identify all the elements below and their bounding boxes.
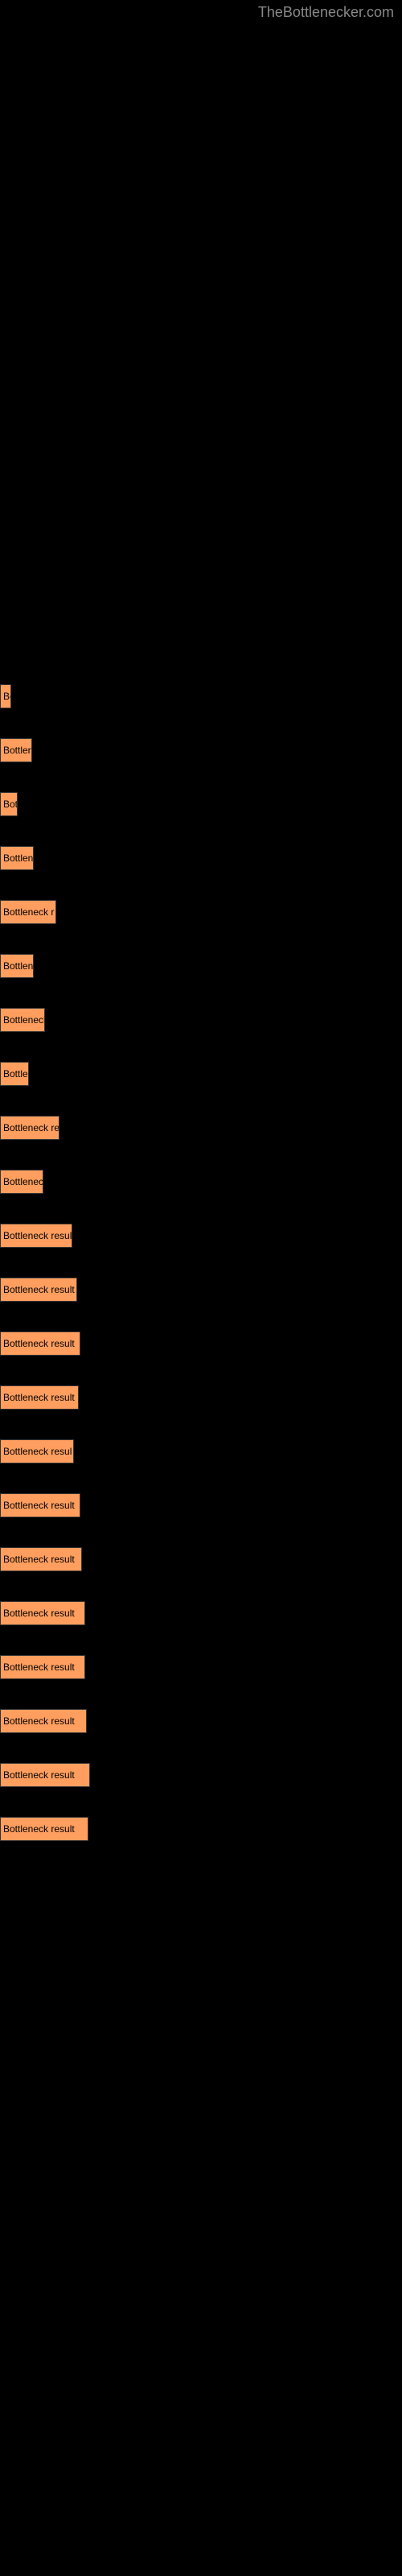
bar-label: Bottlenec [3, 1176, 43, 1187]
bar-label: Bottlen [3, 960, 33, 972]
bar-row: Bottleneck result [0, 1278, 402, 1302]
bar-label: Bot [3, 799, 18, 810]
bar: Bottlen [0, 846, 34, 870]
bar-label: Bottleneck result [3, 1662, 75, 1673]
bar: Bottlen [0, 954, 34, 978]
bar: Bottleneck resul [0, 1224, 72, 1248]
bar-label: Bottleneck result [3, 1554, 75, 1565]
bar: Bottlen [0, 738, 32, 762]
bar-label: Bottleneck result [3, 1392, 75, 1403]
bar-label: Bottleneck result [3, 1338, 75, 1349]
bar: Bottleneck result [0, 1817, 88, 1841]
bar-row: Bottlen [0, 846, 402, 870]
bar-label: Bottleneck result [3, 1715, 75, 1727]
bar-label: Bottlen [3, 852, 33, 864]
bar-row: Bottleneck result [0, 1331, 402, 1356]
bar-label: Bottleneck result [3, 1284, 75, 1295]
bar-label: Bottleneck result [3, 1500, 75, 1511]
bar: Bot [0, 792, 18, 816]
watermark-text: TheBottlenecker.com [258, 4, 394, 21]
bar-chart: Bo Bottlen Bot Bottlen Bottleneck r Bott… [0, 0, 402, 1895]
bar: Bottlenecl [0, 1008, 45, 1032]
bar-row: Bottlen [0, 738, 402, 762]
bar: Bottlenec [0, 1170, 43, 1194]
bar: Bottleneck resul [0, 1439, 74, 1463]
bar-label: Bottleneck r [3, 906, 54, 918]
bar: Bottleneck result [0, 1709, 87, 1733]
bar-row: Bottleneck result [0, 1655, 402, 1679]
bar-label: Bottleneck result [3, 1608, 75, 1619]
bar-label: Bottlen [3, 745, 32, 756]
bar-row: Bottle [0, 1062, 402, 1086]
bar: Bottleneck result [0, 1331, 80, 1356]
bar-row: Bottlen [0, 954, 402, 978]
bar-label: Bottleneck re [3, 1122, 59, 1133]
bar-row: Bottleneck r [0, 900, 402, 924]
bar: Bottleneck result [0, 1385, 79, 1410]
bar-row: Bottleneck result [0, 1817, 402, 1841]
bar-row: Bottleneck resul [0, 1439, 402, 1463]
bar: Bottleneck r [0, 900, 56, 924]
bar-row: Bot [0, 792, 402, 816]
bar: Bottleneck re [0, 1116, 59, 1140]
bar-row: Bottleneck result [0, 1493, 402, 1517]
bar-label: Bottleneck resul [3, 1230, 72, 1241]
bar: Bottleneck result [0, 1601, 85, 1625]
bar: Bo [0, 684, 11, 708]
bar-row: Bottleneck result [0, 1709, 402, 1733]
bar-row: Bo [0, 684, 402, 708]
bar-row: Bottleneck result [0, 1601, 402, 1625]
bar: Bottleneck result [0, 1655, 85, 1679]
bar-label: Bo [3, 691, 11, 702]
bar: Bottleneck result [0, 1278, 77, 1302]
bar-row: Bottleneck result [0, 1385, 402, 1410]
bar-row: Bottlenecl [0, 1008, 402, 1032]
bar-label: Bottleneck resul [3, 1446, 72, 1457]
bar-row: Bottleneck result [0, 1763, 402, 1787]
bar: Bottle [0, 1062, 29, 1086]
bar: Bottleneck result [0, 1763, 90, 1787]
bar: Bottleneck result [0, 1547, 82, 1571]
bar-label: Bottleneck result [3, 1823, 75, 1835]
bar-row: Bottleneck resul [0, 1224, 402, 1248]
bar-row: Bottlenec [0, 1170, 402, 1194]
bar-label: Bottlenecl [3, 1014, 45, 1026]
bar-label: Bottleneck result [3, 1769, 75, 1781]
bar-label: Bottle [3, 1068, 28, 1080]
bar-row: Bottleneck result [0, 1547, 402, 1571]
bar-row: Bottleneck re [0, 1116, 402, 1140]
bar: Bottleneck result [0, 1493, 80, 1517]
